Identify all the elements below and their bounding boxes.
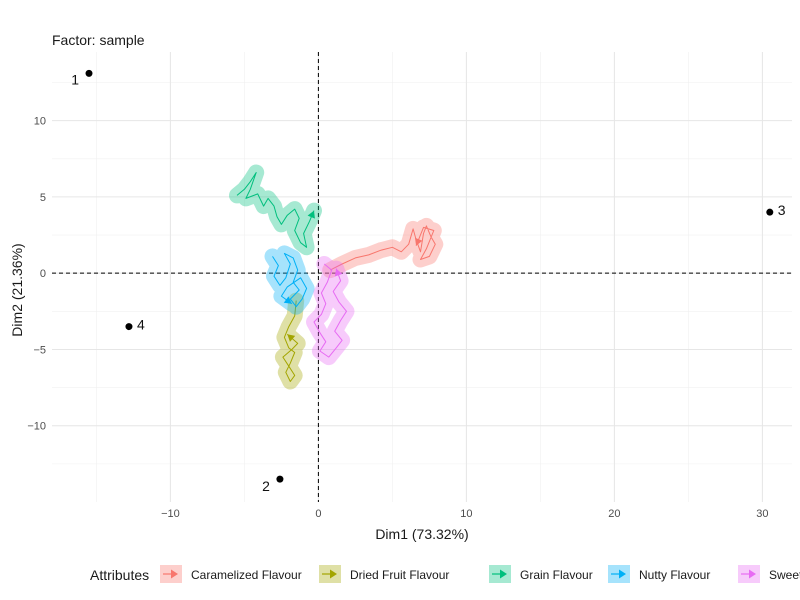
series-arrowhead [334, 268, 343, 277]
sample-point-label: 2 [262, 478, 270, 494]
grid-layer [52, 52, 792, 502]
sample-point-2 [276, 475, 284, 483]
legend-items: Caramelized Flavour Dried Fruit Flavour Gr… [160, 565, 800, 583]
legend-label: Caramelized Flavour [191, 568, 302, 582]
legend-label: Nutty Flavour [639, 568, 710, 582]
series-line [236, 172, 315, 248]
legend-item-nutty-flavour: Nutty Flavour [608, 565, 710, 583]
axes-layer: −10 0 10 20 30 10 5 0 −5 −10 [27, 116, 768, 520]
sample-point-label: 3 [778, 202, 786, 218]
series-line [272, 252, 308, 308]
y-tick-label: −5 [33, 344, 46, 356]
legend-arrow-icon [171, 569, 178, 579]
series-arrowhead [287, 334, 296, 342]
series-arrowhead [414, 237, 423, 246]
y-tick-label: 5 [40, 192, 46, 204]
legend-label: Dried Fruit Flavour [350, 568, 449, 582]
legend-arrow-icon [619, 569, 626, 579]
x-tick-label: 10 [460, 508, 472, 520]
series-dried-fruit-flavour [274, 292, 306, 390]
series-arrowhead [307, 210, 315, 219]
sample-point-1 [85, 69, 93, 77]
x-tick-label: −10 [161, 508, 180, 520]
series-line [313, 263, 347, 358]
series-line [282, 300, 299, 382]
series-line [329, 225, 436, 271]
series-caramelized-flavour [322, 217, 444, 279]
legend-arrow-icon [749, 569, 756, 579]
x-tick-label: 30 [756, 508, 768, 520]
y-axis-title: Dim2 (21.36%) [9, 243, 25, 336]
legend-item-caramelized-flavour: Caramelized Flavour [160, 565, 302, 583]
sample-points-layer: 1 2 3 4 [71, 69, 786, 494]
sample-point-4 [125, 323, 133, 331]
legend-title: Attributes [90, 567, 149, 583]
sample-point-label: 1 [71, 71, 79, 87]
series-layer [229, 164, 444, 390]
chart-title: Factor: sample [52, 32, 145, 48]
x-tick-label: 0 [315, 508, 321, 520]
y-tick-label: 10 [34, 116, 46, 128]
legend-arrow-icon [500, 569, 507, 579]
series-grain-flavour [229, 164, 322, 256]
series-arrowhead [283, 296, 292, 304]
legend-item-grain-flavour: Grain Flavour [489, 565, 593, 583]
legend-item-dried-fruit-flavour: Dried Fruit Flavour [319, 565, 449, 583]
series-sweetness [306, 256, 355, 366]
sample-point-3 [766, 208, 774, 216]
legend-label: Sweetness [769, 568, 800, 582]
legend-arrow-icon [330, 569, 337, 579]
x-tick-label: 20 [608, 508, 620, 520]
x-axis-title: Dim1 (73.32%) [375, 526, 468, 542]
series-nutty-flavour [264, 245, 315, 315]
legend: Attributes Caramelized Flavour Dried Frui… [90, 565, 800, 583]
sample-point-label: 4 [137, 317, 145, 333]
y-tick-label: 0 [40, 268, 46, 280]
y-tick-label: −10 [27, 421, 46, 433]
reference-lines [52, 52, 792, 502]
legend-label: Grain Flavour [520, 568, 593, 582]
legend-item-sweetness: Sweetness [738, 565, 800, 583]
